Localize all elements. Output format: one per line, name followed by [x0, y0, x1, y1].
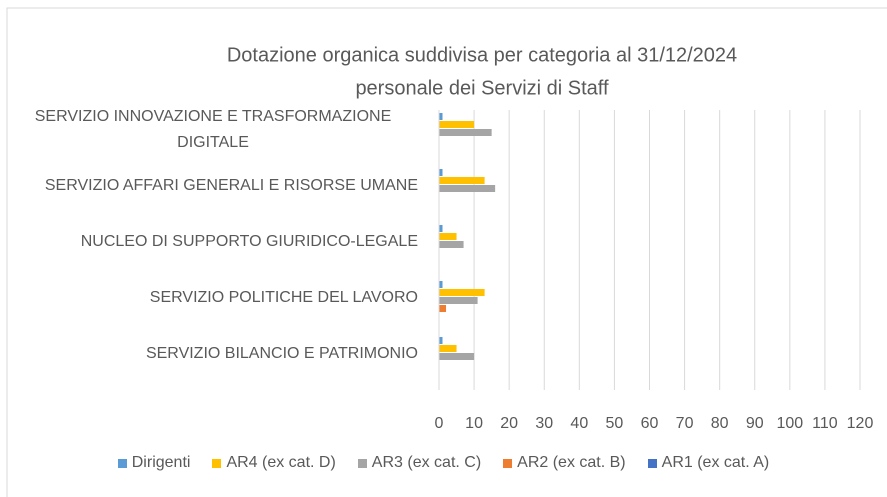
x-tick-label: 80: [711, 415, 729, 432]
x-tick-label: 100: [776, 415, 803, 432]
legend-item: AR4 (ex cat. D): [212, 454, 336, 472]
category-label: SERVIZIO AFFARI GENERALI E RISORSE UMANE: [8, 161, 418, 211]
x-tick-label: 0: [435, 415, 444, 432]
category-label-text: SERVIZIO INNOVAZIONE E TRASFORMAZIONE DI…: [34, 108, 392, 151]
legend-swatch: [212, 458, 222, 468]
bar: [439, 121, 475, 128]
bar: [439, 169, 443, 176]
chart-subtitle: personale dei Servizi di Staff: [355, 77, 609, 99]
x-tick-label: 90: [746, 415, 764, 432]
bar: [439, 177, 485, 184]
legend-label: AR4 (ex cat. D): [226, 454, 336, 471]
x-tick-label: 50: [606, 415, 624, 432]
category-label: NUCLEO DI SUPPORTO GIURIDICO-LEGALE: [8, 217, 418, 267]
legend-label: Dirigenti: [131, 454, 191, 471]
bar: [439, 337, 443, 344]
category-label: SERVIZIO BILANCIO E PATRIMONIO: [8, 329, 418, 379]
legend-item: AR1 (ex cat. A): [647, 454, 770, 472]
x-tick-label: 30: [535, 415, 553, 432]
bar: [439, 297, 478, 304]
legend-label: AR2 (ex cat. B): [517, 454, 626, 471]
bar: [439, 233, 457, 240]
bar: [439, 305, 447, 312]
bar: [439, 281, 443, 288]
x-tick-label: 110: [812, 415, 838, 432]
bar: [439, 353, 475, 360]
legend-item: AR2 (ex cat. B): [503, 454, 626, 472]
category-label-text: NUCLEO DI SUPPORTO GIURIDICO-LEGALE: [80, 233, 418, 250]
legend-item: Dirigenti: [117, 454, 191, 472]
legend-label: AR1 (ex cat. A): [661, 454, 770, 471]
bar: [439, 345, 457, 352]
bar: [439, 129, 492, 136]
legend: Dirigenti AR4 (ex cat. D) AR3 (ex cat. C) A…: [0, 454, 887, 472]
bar: [439, 113, 443, 120]
bar: [439, 241, 464, 248]
legend-label: AR3 (ex cat. C): [371, 454, 482, 471]
bar: [439, 289, 485, 296]
chart-border: [6, 7, 887, 497]
x-tick-label: 120: [847, 415, 874, 432]
x-tick-label: 70: [676, 415, 694, 432]
x-tick-label: 20: [500, 415, 518, 432]
legend-swatch: [117, 458, 127, 468]
bar: [439, 225, 443, 232]
category-label: SERVIZIO POLITICHE DEL LAVORO: [8, 273, 418, 323]
chart-title: Dotazione organica suddivisa per categor…: [227, 44, 737, 66]
legend-swatch: [357, 458, 367, 468]
x-tick-label: 10: [465, 415, 483, 432]
category-label-text: SERVIZIO AFFARI GENERALI E RISORSE UMANE: [44, 177, 418, 194]
x-tick-label: 40: [570, 415, 588, 432]
bar: [439, 185, 496, 192]
category-label: SERVIZIO INNOVAZIONE E TRASFORMAZIONE DI…: [8, 105, 418, 155]
legend-item: AR3 (ex cat. C): [357, 454, 482, 472]
x-tick-label: 60: [641, 415, 659, 432]
legend-swatch: [647, 458, 657, 468]
category-label-text: SERVIZIO BILANCIO E PATRIMONIO: [145, 345, 418, 362]
category-label-text: SERVIZIO POLITICHE DEL LAVORO: [149, 289, 418, 306]
legend-swatch: [503, 458, 513, 468]
